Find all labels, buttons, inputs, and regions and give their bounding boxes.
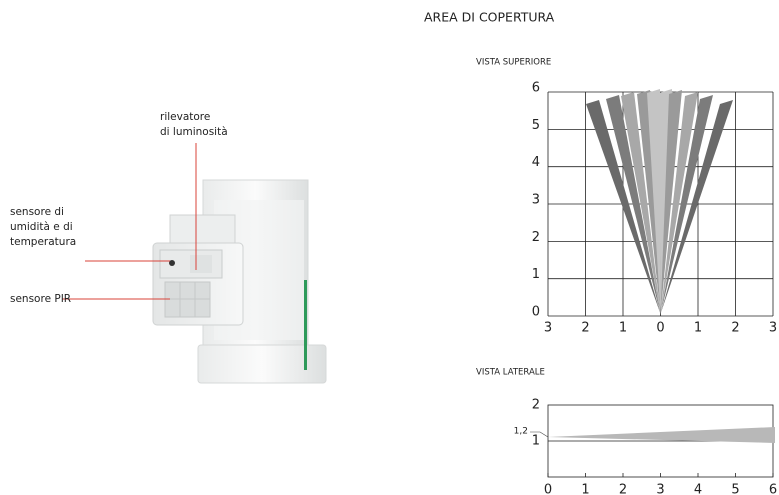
callouts: rilevatore di luminosità sensore di umidità… <box>10 111 228 305</box>
x-tick-label: 0 <box>656 321 664 336</box>
coverage-beam <box>606 95 661 314</box>
x-tick-label: 1 <box>694 321 702 336</box>
coverage-beam <box>660 95 713 314</box>
side-view-title: VISTA LATERALE <box>476 368 545 378</box>
callout-label: umidità e di <box>10 221 73 233</box>
coverage-beam <box>660 92 698 314</box>
coverage-beam <box>621 92 661 314</box>
y-tick-label: 2 <box>532 230 540 245</box>
coverage-beam <box>586 100 661 314</box>
x-tick-label: 1 <box>581 483 589 495</box>
coverage-beam <box>660 100 733 314</box>
callout-label: di luminosità <box>160 126 228 138</box>
device-photo <box>152 179 327 384</box>
y-tick-label: 4 <box>532 155 540 170</box>
x-tick-label: 3 <box>769 321 777 336</box>
x-tick-label: 2 <box>581 321 589 336</box>
callout-label: temperatura <box>10 236 76 248</box>
coverage-title: AREA DI COPERTURA <box>424 10 555 25</box>
y-tick-label: 0 <box>532 305 540 320</box>
x-tick-label: 1 <box>619 321 627 336</box>
y-tick-label: 3 <box>532 193 540 208</box>
y-tick-label: 2 <box>532 398 540 413</box>
y-tick-label: 6 <box>532 81 540 96</box>
callout-label: sensore di <box>10 206 64 218</box>
coverage-beam <box>637 90 661 314</box>
y-tick-label: 1 <box>532 434 540 449</box>
y-tick-label: 5 <box>532 118 540 133</box>
top-view-title: VISTA SUPERIORE <box>476 58 551 68</box>
x-tick-label: 4 <box>694 483 702 495</box>
callout-label: rilevatore <box>160 111 210 123</box>
x-tick-label: 0 <box>544 483 552 495</box>
height-note: 1,2 <box>514 427 528 437</box>
coverage-beam <box>647 89 661 314</box>
x-tick-label: 2 <box>731 321 739 336</box>
side-view-chart: 1 2 0 1 2 3 4 5 6 1,2 <box>514 398 777 495</box>
x-tick-label: 6 <box>769 483 777 495</box>
y-tick-label: 1 <box>532 267 540 282</box>
x-tick-label: 5 <box>731 483 739 495</box>
coverage-beam <box>660 90 682 314</box>
x-tick-label: 3 <box>544 321 552 336</box>
note-leader <box>530 431 549 438</box>
callout-label: sensore PIR <box>10 293 71 305</box>
x-tick-label: 2 <box>619 483 627 495</box>
coverage-beam <box>548 427 775 443</box>
x-tick-label: 3 <box>656 483 664 495</box>
